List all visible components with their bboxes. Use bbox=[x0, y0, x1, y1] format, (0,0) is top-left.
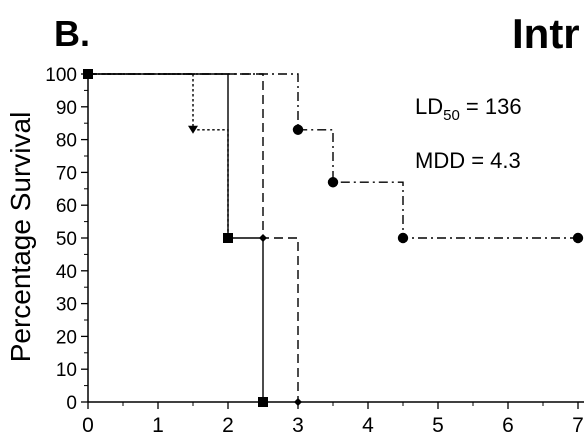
mdd-annotation: MDD = 4.3 bbox=[415, 148, 521, 173]
series-4-marker bbox=[327, 177, 339, 188]
chart-title: Intr bbox=[512, 10, 580, 57]
series-3-marker bbox=[294, 398, 302, 406]
y-tick-label: 60 bbox=[56, 196, 77, 217]
series-3-marker bbox=[259, 234, 267, 242]
x-tick-label: 2 bbox=[222, 414, 234, 437]
x-tick-label: 3 bbox=[292, 414, 304, 437]
axes bbox=[87, 74, 584, 403]
y-tick-label: 40 bbox=[56, 262, 77, 283]
x-tick-label: 0 bbox=[82, 414, 94, 437]
x-tick-label: 6 bbox=[502, 414, 514, 437]
series-1-line bbox=[88, 73, 229, 238]
ld50-prefix: LD bbox=[415, 94, 443, 119]
y-tick-label: 0 bbox=[66, 393, 77, 414]
series-2-marker bbox=[223, 233, 233, 243]
ld50-subscript: 50 bbox=[443, 107, 460, 124]
y-tick-label: 50 bbox=[56, 229, 77, 250]
y-tick-label: 100 bbox=[45, 65, 77, 86]
y-axis-label: Percentage Survival bbox=[5, 112, 36, 363]
ld50-value: = 136 bbox=[460, 94, 522, 119]
x-tick-label: 5 bbox=[432, 414, 444, 437]
panel-label: B. bbox=[54, 13, 90, 54]
y-tick-label: 20 bbox=[56, 327, 77, 348]
y-tick-label: 10 bbox=[56, 360, 77, 381]
x-tick-label: 1 bbox=[152, 414, 164, 437]
ld50-annotation: LD50 = 136 bbox=[415, 94, 522, 124]
series-4-marker bbox=[397, 232, 409, 244]
series-1-marker bbox=[188, 125, 198, 134]
series-layer bbox=[83, 69, 584, 407]
y-tick-label: 80 bbox=[56, 131, 77, 152]
y-tick-label: 30 bbox=[56, 295, 77, 316]
series-4-line bbox=[88, 73, 578, 239]
x-tick-label: 7 bbox=[572, 414, 584, 437]
annotations: LD50 = 136 MDD = 4.3 bbox=[415, 94, 522, 173]
series-4-marker bbox=[572, 232, 584, 244]
y-tick-label: 90 bbox=[56, 98, 77, 119]
series-2-marker bbox=[258, 397, 268, 407]
series-2-line bbox=[88, 73, 264, 402]
y-ticks: 0 10 20 30 40 50 60 70 80 90 100 bbox=[45, 65, 88, 414]
x-tick-label: 4 bbox=[362, 414, 374, 437]
series-4-marker bbox=[292, 124, 304, 135]
y-tick-label: 70 bbox=[56, 163, 77, 184]
x-ticks: 0 1 2 3 4 5 6 7 bbox=[82, 402, 584, 437]
